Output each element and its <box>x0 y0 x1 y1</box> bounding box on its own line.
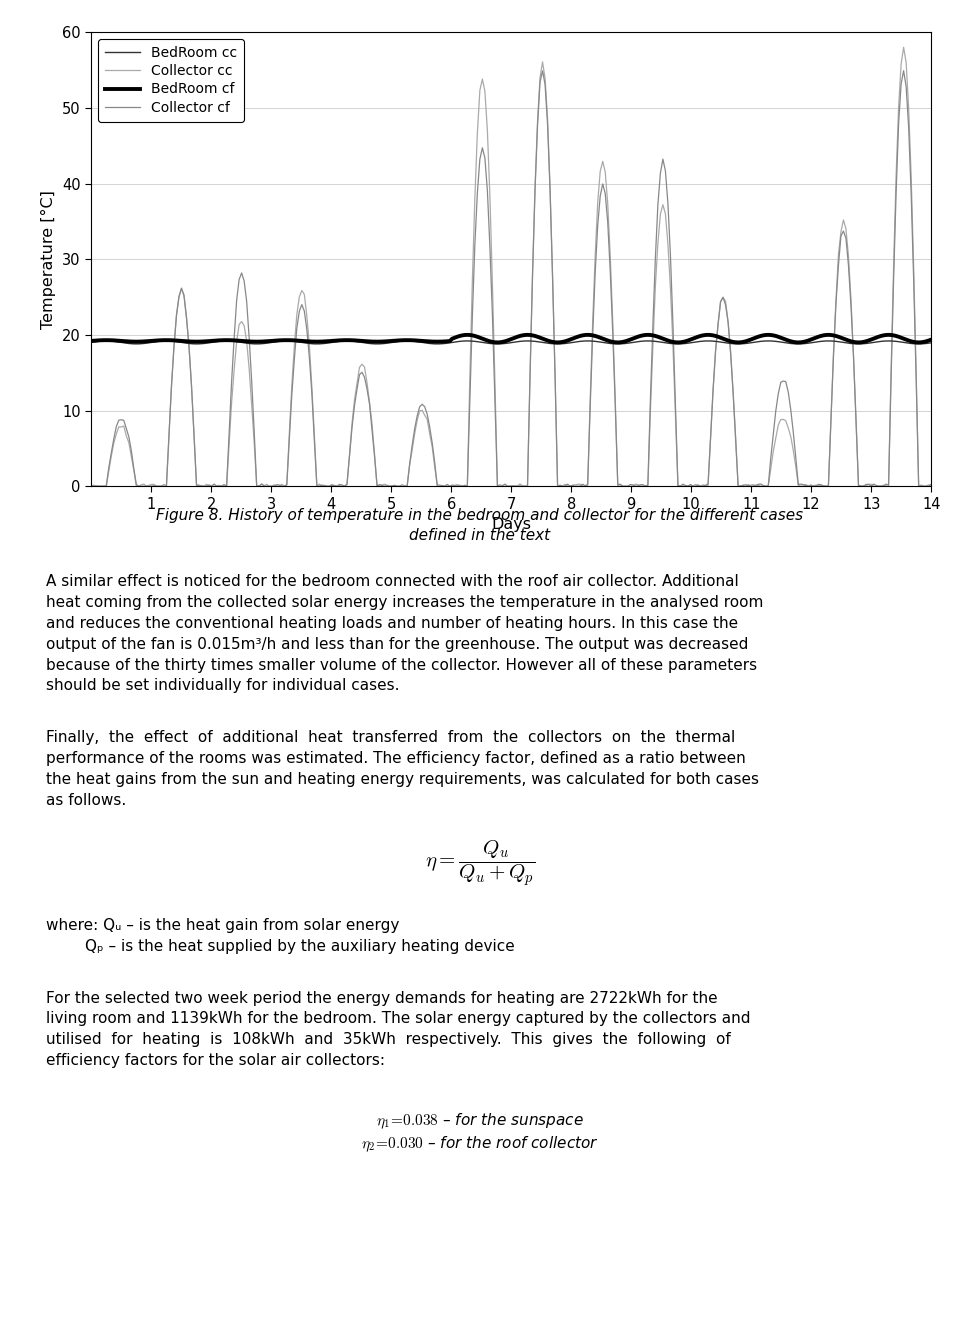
Text: defined in the text: defined in the text <box>409 528 551 544</box>
Text: output of the fan is 0.015m³/h and less than for the greenhouse. The output was : output of the fan is 0.015m³/h and less … <box>46 637 749 651</box>
Text: the heat gains from the sun and heating energy requirements, was calculated for : the heat gains from the sun and heating … <box>46 772 759 787</box>
Y-axis label: Temperature [°C]: Temperature [°C] <box>41 189 57 329</box>
Text: For the selected two week period the energy demands for heating are 2722kWh for : For the selected two week period the ene… <box>46 991 718 1006</box>
Text: utilised  for  heating  is  108kWh  and  35kWh  respectively.  This  gives  the : utilised for heating is 108kWh and 35kWh… <box>46 1033 731 1048</box>
Text: A similar effect is noticed for the bedroom connected with the roof air collecto: A similar effect is noticed for the bedr… <box>46 575 739 590</box>
X-axis label: Days: Days <box>492 517 531 532</box>
Text: living room and 1139kWh for the bedroom. The solar energy captured by the collec: living room and 1139kWh for the bedroom.… <box>46 1011 751 1026</box>
Text: $\eta_1\!=\!0.038$ – for the sunspace: $\eta_1\!=\!0.038$ – for the sunspace <box>376 1111 584 1131</box>
Text: Figure 8. History of temperature in the bedroom and collector for the different : Figure 8. History of temperature in the … <box>156 508 804 522</box>
Text: should be set individually for individual cases.: should be set individually for individua… <box>46 678 399 693</box>
Text: where: Qᵤ – is the heat gain from solar energy: where: Qᵤ – is the heat gain from solar … <box>46 917 399 933</box>
Text: efficiency factors for the solar air collectors:: efficiency factors for the solar air col… <box>46 1053 385 1068</box>
Text: heat coming from the collected solar energy increases the temperature in the ana: heat coming from the collected solar ene… <box>46 595 763 610</box>
Text: $\eta_2\!=\!0.030$ – for the roof collector: $\eta_2\!=\!0.030$ – for the roof collec… <box>361 1135 599 1154</box>
Text: performance of the rooms was estimated. The efficiency factor, defined as a rati: performance of the rooms was estimated. … <box>46 751 746 767</box>
Text: $\eta = \dfrac{Q_u}{Q_u + Q_p}$: $\eta = \dfrac{Q_u}{Q_u + Q_p}$ <box>424 838 536 888</box>
Text: Finally,  the  effect  of  additional  heat  transferred  from  the  collectors : Finally, the effect of additional heat t… <box>46 731 735 745</box>
Text: and reduces the conventional heating loads and number of heating hours. In this : and reduces the conventional heating loa… <box>46 616 738 631</box>
Text: because of the thirty times smaller volume of the collector. However all of thes: because of the thirty times smaller volu… <box>46 658 757 673</box>
Text: Qₚ – is the heat supplied by the auxiliary heating device: Qₚ – is the heat supplied by the auxilia… <box>46 939 515 954</box>
Legend: BedRoom cc, Collector cc, BedRoom cf, Collector cf: BedRoom cc, Collector cc, BedRoom cf, Co… <box>98 39 244 122</box>
Text: as follows.: as follows. <box>46 792 127 808</box>
